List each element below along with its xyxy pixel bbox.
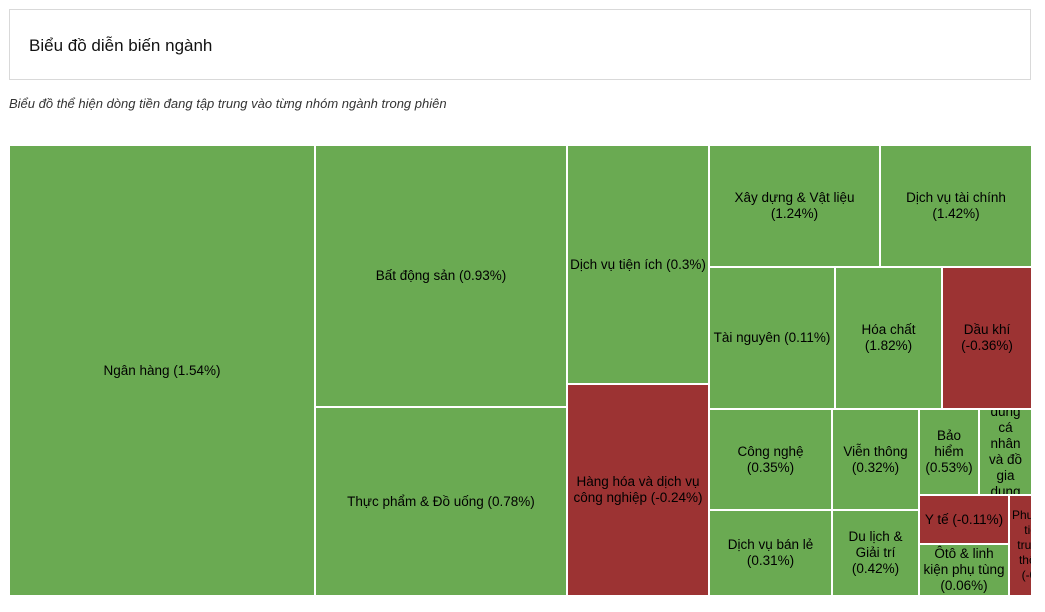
- treemap-tile-label: Dịch vụ tiện ích (0.3%): [570, 256, 706, 272]
- treemap-tile[interactable]: Ôtô & linh kiện phụ tùng (0.06%): [919, 544, 1009, 596]
- treemap-tile[interactable]: Dịch vụ tài chính (1.42%): [880, 145, 1032, 267]
- treemap-tile-label: Hàng hóa và dịch vụ công nghiệp (-0.24%): [573, 474, 703, 505]
- treemap-tile-label: Phương tiện truyền thông (-0.5: [1012, 508, 1032, 582]
- treemap-tile[interactable]: Dầu khí (-0.36%): [942, 267, 1032, 409]
- treemap-tile-label: Tài nguyên (0.11%): [713, 330, 831, 345]
- chart-subtitle: Biểu đồ thể hiện dòng tiền đang tập trun…: [9, 96, 447, 111]
- treemap-tile[interactable]: Tài nguyên (0.11%): [709, 267, 835, 409]
- chart-header-box: Biểu đồ diễn biến ngành: [9, 9, 1031, 80]
- treemap-tile[interactable]: Hóa chất (1.82%): [835, 267, 942, 409]
- treemap-tile[interactable]: Đồ dùng cá nhân và đồ gia dụng (0.87%): [979, 409, 1032, 495]
- treemap-tile-label: Ngân hàng (1.54%): [103, 362, 221, 378]
- treemap-tile[interactable]: Thực phẩm & Đồ uống (0.78%): [315, 407, 567, 596]
- treemap-tile[interactable]: Ngân hàng (1.54%): [9, 145, 315, 596]
- treemap-tile-label: Thực phẩm & Đồ uống (0.78%): [347, 493, 535, 509]
- treemap-tile-label: Dịch vụ tài chính (1.42%): [906, 190, 1006, 221]
- treemap-tile[interactable]: Dịch vụ bán lẻ (0.31%): [709, 510, 832, 596]
- treemap-tile[interactable]: Hàng hóa và dịch vụ công nghiệp (-0.24%): [567, 384, 709, 596]
- treemap-tile-label: Dịch vụ bán lẻ (0.31%): [727, 537, 814, 568]
- treemap-tile[interactable]: Y tế (-0.11%): [919, 495, 1009, 544]
- treemap-tile-label: Viễn thông (0.32%): [843, 443, 908, 475]
- treemap-tile[interactable]: Dịch vụ tiện ích (0.3%): [567, 145, 709, 384]
- treemap-tile[interactable]: Xây dựng & Vật liệu (1.24%): [709, 145, 880, 267]
- treemap-tile-label: Hóa chất (1.82%): [861, 322, 916, 353]
- treemap-tile-label: Bất động sản (0.93%): [375, 268, 507, 283]
- treemap-tile[interactable]: Viễn thông (0.32%): [832, 409, 919, 510]
- treemap-tile-label: Bảo hiểm (0.53%): [925, 428, 973, 475]
- treemap-tile[interactable]: Bất động sản (0.93%): [315, 145, 567, 407]
- treemap-tile-label: Du lịch & Giải trí (0.42%): [848, 529, 903, 576]
- treemap-tile[interactable]: Du lịch & Giải trí (0.42%): [832, 510, 919, 596]
- chart-title: Biểu đồ diễn biến ngành: [29, 36, 213, 55]
- treemap-tile-label: Ôtô & linh kiện phụ tùng (0.06%): [923, 546, 1005, 593]
- sector-treemap: Ngân hàng (1.54%) Bất động sản (0.93%) Thự…: [9, 145, 1032, 596]
- treemap-tile-label: Xây dựng & Vật liệu (1.24%): [734, 190, 855, 221]
- treemap-tile[interactable]: Bảo hiểm (0.53%): [919, 409, 979, 495]
- treemap-tile-label: Đồ dùng cá nhân và đồ gia dụng (0.87%): [988, 409, 1023, 495]
- treemap-tile-label: Công nghệ (0.35%): [737, 443, 804, 475]
- treemap-tile-label: Y tế (-0.11%): [924, 511, 1004, 527]
- treemap-tile[interactable]: Phương tiện truyền thông (-0.5: [1009, 495, 1032, 596]
- treemap-tile[interactable]: Công nghệ (0.35%): [709, 409, 832, 510]
- treemap-tile-label: Dầu khí (-0.36%): [961, 322, 1013, 353]
